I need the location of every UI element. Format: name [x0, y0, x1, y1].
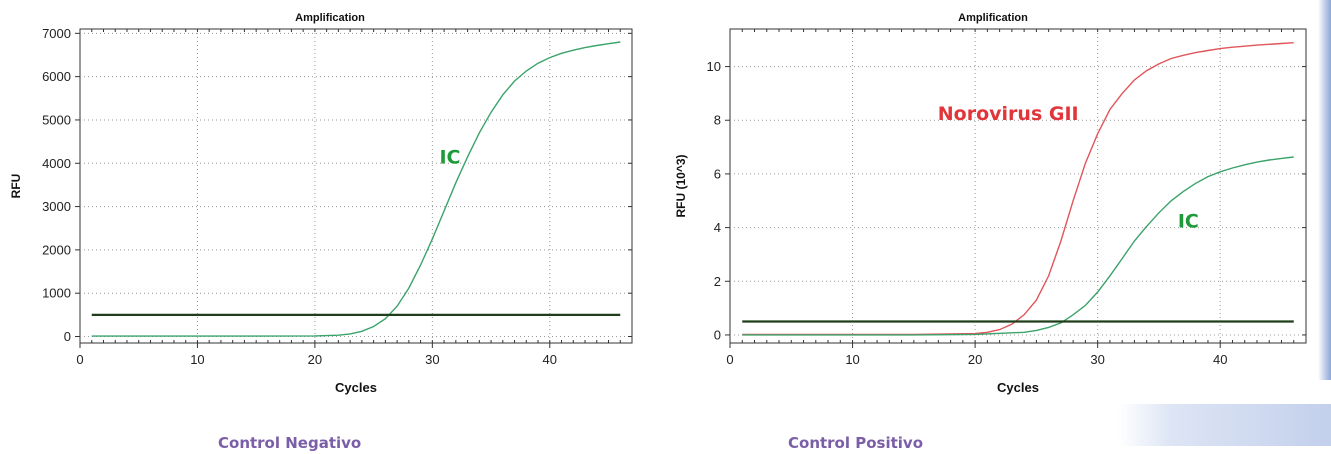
y-tick-label: 5000 [42, 112, 71, 127]
plot-area [729, 28, 1307, 344]
y-axis-label: RFU [9, 174, 23, 199]
y-tick-label: 2 [714, 274, 721, 289]
y-tick-label: 3000 [42, 199, 71, 214]
x-tick-label: 0 [726, 352, 733, 367]
x-tick-label: 30 [425, 352, 439, 367]
y-tick-label: 2000 [42, 242, 71, 257]
series-line-1 [742, 42, 1294, 336]
decorative-side-bar [1318, 0, 1331, 380]
y-tick-label: 0 [714, 327, 721, 342]
series-annotation-label: IC [439, 146, 460, 168]
x-tick-label: 20 [968, 352, 982, 367]
x-tick-label: 30 [1090, 352, 1104, 367]
series-line-2 [742, 156, 1294, 336]
x-tick-label: 10 [190, 352, 204, 367]
y-tick-label: 7000 [42, 26, 71, 41]
y-tick-label: 4000 [42, 156, 71, 171]
y-tick-label: 1000 [42, 286, 71, 301]
y-tick-label: 10 [707, 59, 721, 74]
y-tick-label: 6 [714, 166, 721, 181]
y-tick-label: 4 [714, 220, 721, 235]
x-tick-label: 0 [76, 352, 83, 367]
x-tick-label: 40 [1213, 352, 1227, 367]
x-tick-label: 20 [308, 352, 322, 367]
chart-control-negativo: 0 10 20 30 40 0 1000 2000 3000 4000 5000 6000 7000 Am… [9, 12, 633, 395]
caption-right: Control Positivo [788, 434, 923, 452]
x-axis-label: Cycles [335, 380, 377, 395]
chart-title: Amplification [958, 12, 1028, 24]
caption-left: Control Negativo [218, 434, 362, 452]
x-axis-label: Cycles [997, 380, 1039, 395]
y-tick-label: 8 [714, 113, 721, 128]
series-annotation-label: IC [1178, 211, 1199, 233]
y-axis-label: RFU (10^3) [674, 154, 688, 217]
y-tick-label: 0 [64, 329, 71, 344]
plot-area [79, 28, 633, 344]
series-annotation-label: Norovirus GII [938, 103, 1079, 125]
decorative-bottom-bar [1118, 404, 1331, 446]
chart-control-positivo: 0 10 20 30 40 0 2 4 6 8 10 Amplification Cycles RFU (… [674, 12, 1307, 395]
x-tick-label: 10 [845, 352, 859, 367]
series-line-1 [91, 41, 621, 337]
chart-title: Amplification [295, 12, 365, 24]
y-tick-label: 6000 [42, 69, 71, 84]
x-tick-label: 40 [543, 352, 557, 367]
